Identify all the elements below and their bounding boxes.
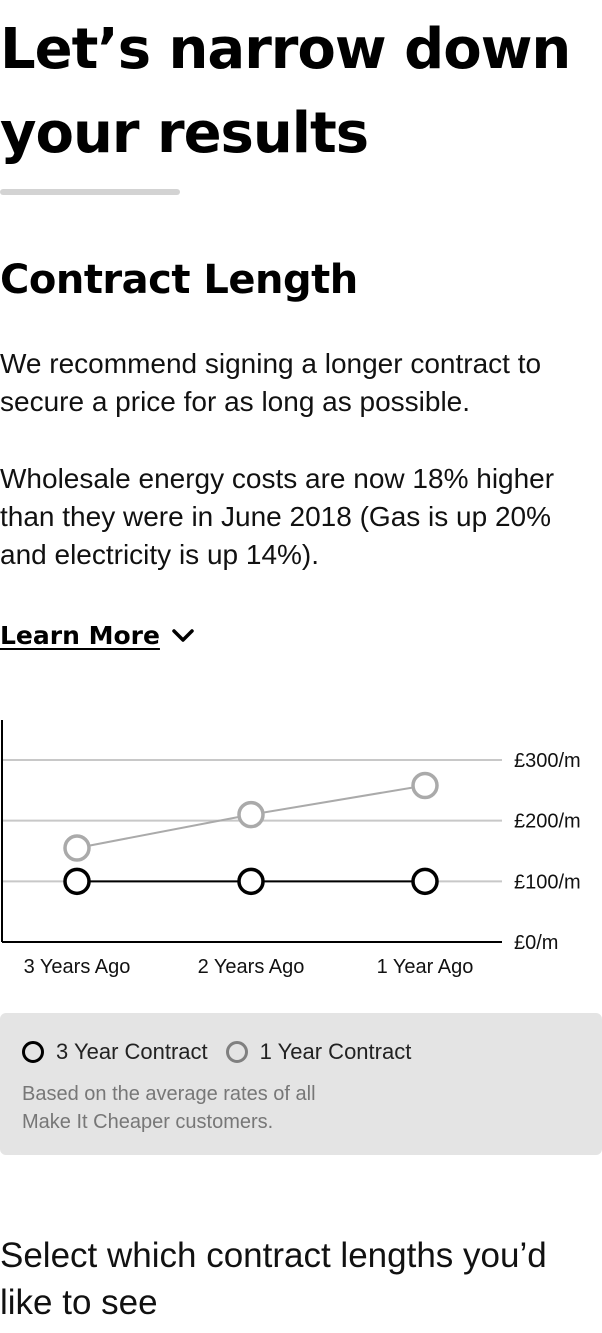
x-tick-label: 2 Years Ago: [198, 956, 305, 978]
learn-more-link[interactable]: Learn More: [0, 618, 196, 654]
learn-more-label: Learn More: [0, 621, 160, 650]
legend-item-3-year: 3 Year Contract: [22, 1037, 208, 1067]
y-tick-label: £300/m: [514, 750, 581, 772]
page-title: Let’s narrow down your results: [0, 17, 571, 166]
point-3-year-contract: [237, 867, 265, 896]
x-tick-label: 1 Year Ago: [377, 956, 474, 978]
legend-item-1-year: 1 Year Contract: [225, 1037, 412, 1067]
chart-legend: 3 Year Contract 1 Year Contract Based on…: [0, 1013, 602, 1155]
legend-label-3-year: 3 Year Contract: [56, 1039, 208, 1064]
legend-label-1-year: 1 Year Contract: [259, 1039, 412, 1064]
point-1-year-contract: [411, 771, 439, 800]
x-tick-label: 3 Years Ago: [24, 956, 131, 978]
title-underline: [0, 189, 180, 195]
price-history-chart: 3 Years Ago 2 Years Ago 1 Year Ago £0/m £10…: [1, 720, 581, 978]
point-3-year-contract: [63, 867, 91, 896]
select-contract-lengths-heading: Select which contract lengths you’d like…: [0, 1236, 547, 1322]
chart-x-tick-labels: 3 Years Ago 2 Years Ago 1 Year Ago: [24, 956, 474, 978]
y-tick-label: £0/m: [514, 932, 558, 954]
legend-marker-1-year-icon: [225, 1041, 248, 1063]
legend-marker-3-year-icon: [22, 1041, 44, 1063]
point-3-year-contract: [411, 867, 439, 896]
chart-y-tick-labels: £0/m £100/m £200/m £300/m: [514, 750, 581, 954]
section-heading-contract-length: Contract Length: [0, 257, 358, 303]
chart-series-points: [63, 771, 439, 896]
point-1-year-contract: [237, 800, 265, 829]
recommendation-text: We recommend signing a longer contract t…: [0, 348, 542, 417]
point-1-year-contract: [63, 834, 91, 862]
chart-axes: [1, 720, 502, 943]
wholesale-costs-text: Wholesale energy costs are now 18% highe…: [0, 463, 555, 570]
y-tick-label: £100/m: [514, 871, 581, 893]
legend-items: 3 Year Contract 1 Year Contract: [22, 1037, 429, 1067]
chevron-down-icon: [172, 629, 194, 642]
y-tick-label: £200/m: [514, 811, 581, 833]
legend-note: Based on the average rates of all Make I…: [22, 1083, 316, 1133]
chart-series-lines: [76, 784, 426, 883]
